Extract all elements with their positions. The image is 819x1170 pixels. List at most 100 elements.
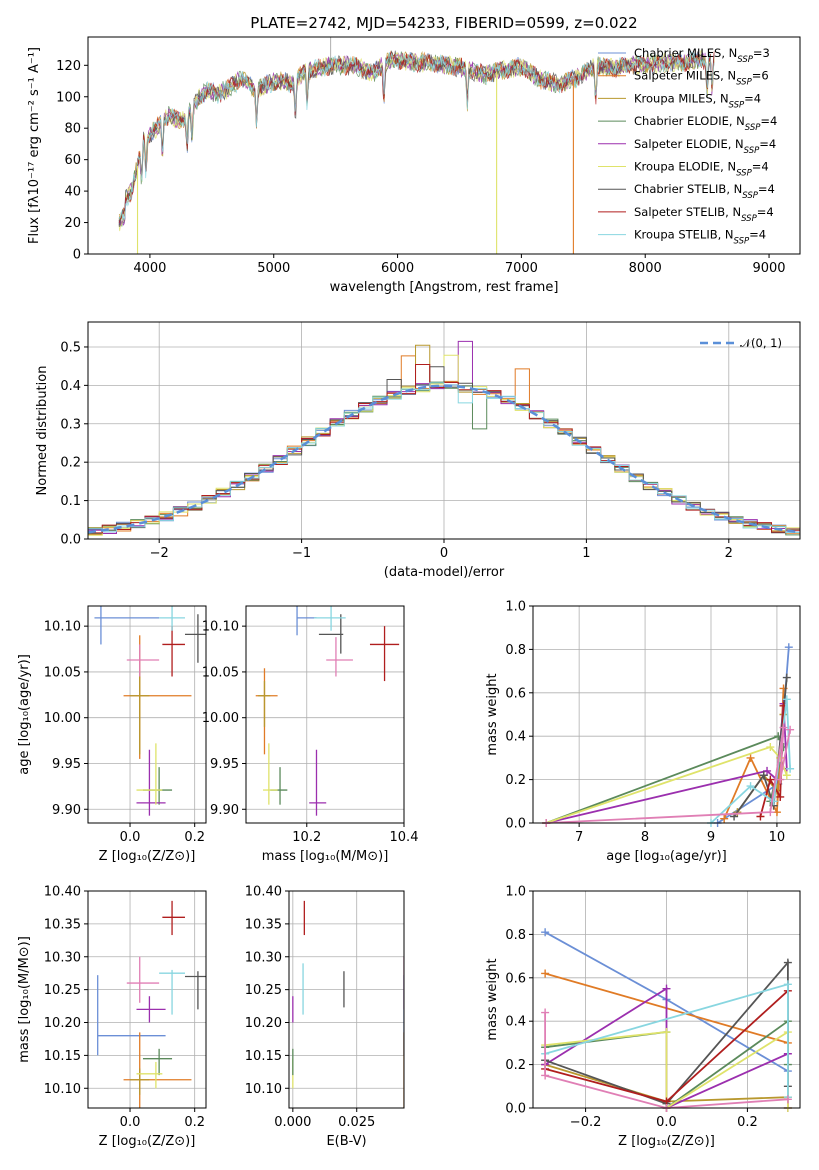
y-tick-label: 10.00 xyxy=(44,711,81,726)
x-tick-label: 0.000 xyxy=(274,1115,311,1130)
y-tick-label: 0.5 xyxy=(60,340,81,355)
x-axis-label: Z [log₁₀(Z/Z⊙)] xyxy=(99,849,196,864)
weight-marker xyxy=(782,771,791,780)
x-axis-label: age [log₁₀(age/yr)] xyxy=(606,849,727,864)
x-tick-label: 10.4 xyxy=(390,830,419,845)
axes-frame xyxy=(245,605,405,824)
y-tick-label: 80 xyxy=(64,122,81,137)
weight-marker xyxy=(779,723,788,732)
x-tick-label: 5000 xyxy=(257,261,290,276)
weight-marker xyxy=(782,695,791,704)
y-axis-label: mass weight xyxy=(485,673,500,755)
weight-marker xyxy=(763,766,772,775)
x-tick-label: 9000 xyxy=(752,261,785,276)
x-tick-label: 7 xyxy=(575,830,583,845)
x-tick-label: 10 xyxy=(769,830,786,845)
weight-marker xyxy=(766,808,775,817)
legend-entry: Chabrier STELIB, NSSP=4 xyxy=(634,182,775,201)
weight-marker xyxy=(662,1028,671,1037)
weight-marker xyxy=(766,743,775,752)
y-tick-label: 10.10 xyxy=(245,1082,282,1097)
y-tick-label: 10.10 xyxy=(44,620,81,635)
y-tick-label: 0.6 xyxy=(505,686,526,701)
y-tick-label: 0.4 xyxy=(505,1015,526,1030)
legend-entry: 𝒩(0, 1) xyxy=(740,336,782,350)
x-tick-label: 2 xyxy=(725,546,733,561)
x-tick-label: 8000 xyxy=(629,261,662,276)
axes-frame xyxy=(87,36,801,255)
weight-marker xyxy=(541,969,550,978)
x-tick-label: 0.025 xyxy=(338,1115,375,1130)
x-tick-label: −2 xyxy=(150,546,169,561)
x-tick-label: 8 xyxy=(641,830,649,845)
points xyxy=(97,900,206,1108)
points xyxy=(255,606,400,816)
weight-marker xyxy=(541,928,550,937)
x-tick-label: 0 xyxy=(440,546,448,561)
y-axis-label: Normed distribution xyxy=(35,366,50,496)
x-axis-label: wavelength [Angstrom, rest frame] xyxy=(330,280,559,295)
x-axis-label: Z [log₁₀(Z/Z⊙)] xyxy=(618,1134,715,1149)
y-tick-label: 10.40 xyxy=(245,885,282,900)
x-tick-label: 7000 xyxy=(505,261,538,276)
y-tick-label: 9.90 xyxy=(210,803,239,818)
y-tick-label: 10.35 xyxy=(44,917,81,932)
spectrum-line xyxy=(118,50,715,232)
y-tick-label: 10.40 xyxy=(44,885,81,900)
points xyxy=(94,606,206,816)
weight-marker xyxy=(776,792,785,801)
y-tick-label: 0.8 xyxy=(505,643,526,658)
y-tick-label: 0.4 xyxy=(60,379,81,394)
legend: Chabrier MILES, NSSP=3 Salpeter MILES, NS… xyxy=(598,46,777,247)
y-tick-label: 10.30 xyxy=(245,950,282,965)
x-tick-label: 6000 xyxy=(381,261,414,276)
weight-marker xyxy=(756,812,765,821)
y-tick-label: 10.20 xyxy=(44,1016,81,1031)
axes-age_vs_Z: 0.0 0.2 9.90 9.95 10.00 10.05 10.10 Z [log₁₀(Z/… xyxy=(17,605,207,864)
y-tick-label: 10.25 xyxy=(245,983,282,998)
y-tick-label: 10.05 xyxy=(202,665,239,680)
legend-entry: Salpeter MILES, NSSP=6 xyxy=(634,69,769,88)
axes-weight_vs_Z: −0.2 0.0 0.2 0.0 0.2 0.4 0.6 0.8 1.0 Z [log₁₀(Z/Z… xyxy=(485,885,801,1149)
x-tick-label: 10.2 xyxy=(292,830,321,845)
y-tick-label: 9.95 xyxy=(52,757,81,772)
y-tick-label: 0.2 xyxy=(60,456,81,471)
y-tick-label: 9.95 xyxy=(210,757,239,772)
x-tick-label: 0.2 xyxy=(184,1115,205,1130)
y-tick-label: 10.15 xyxy=(245,1049,282,1064)
weight-marker xyxy=(782,673,791,682)
weight-marker xyxy=(541,1008,550,1017)
y-tick-label: 10.30 xyxy=(44,950,81,965)
weight-marker xyxy=(783,958,792,967)
y-tick-label: 0.0 xyxy=(60,533,81,548)
y-tick-label: 0.2 xyxy=(505,773,526,788)
y-axis-label: mass [log₁₀(M/M⊙)] xyxy=(17,936,32,1063)
y-tick-label: 10.10 xyxy=(44,1082,81,1097)
points xyxy=(292,900,404,1108)
weight-marker xyxy=(783,980,792,989)
weight-marker xyxy=(541,1071,550,1080)
weight-marker xyxy=(769,797,778,806)
spectrum-line xyxy=(118,51,715,224)
y-tick-label: 10.25 xyxy=(44,983,81,998)
x-tick-label: 4000 xyxy=(133,261,166,276)
y-tick-label: 10.35 xyxy=(245,917,282,932)
spectrum-line xyxy=(118,51,715,221)
gaussian-curve xyxy=(87,384,801,534)
axes-spectrum: 4000 5000 6000 7000 8000 9000 0 20 40 60 80 100 120 w… xyxy=(27,36,801,295)
x-axis-label: E(B-V) xyxy=(326,1134,366,1149)
legend-entry: Salpeter ELODIE, NSSP=4 xyxy=(634,137,776,156)
legend-entry: Salpeter STELIB, NSSP=4 xyxy=(634,205,774,224)
legend: 𝒩(0, 1) xyxy=(700,336,782,350)
weight-line xyxy=(544,1012,788,1109)
axes-age_vs_mass: 10.2 10.4 9.90 9.95 10.00 10.05 10.10 mass [log… xyxy=(202,605,419,864)
axes-frame xyxy=(87,321,801,540)
spectrum-line xyxy=(118,51,715,227)
y-tick-label: 100 xyxy=(56,90,81,105)
y-tick-label: 0.1 xyxy=(60,494,81,509)
weight-marker xyxy=(759,771,768,780)
x-axis-label: Z [log₁₀(Z/Z⊙)] xyxy=(99,1134,196,1149)
y-tick-label: 0 xyxy=(73,248,81,263)
spectrum-line xyxy=(118,50,715,223)
